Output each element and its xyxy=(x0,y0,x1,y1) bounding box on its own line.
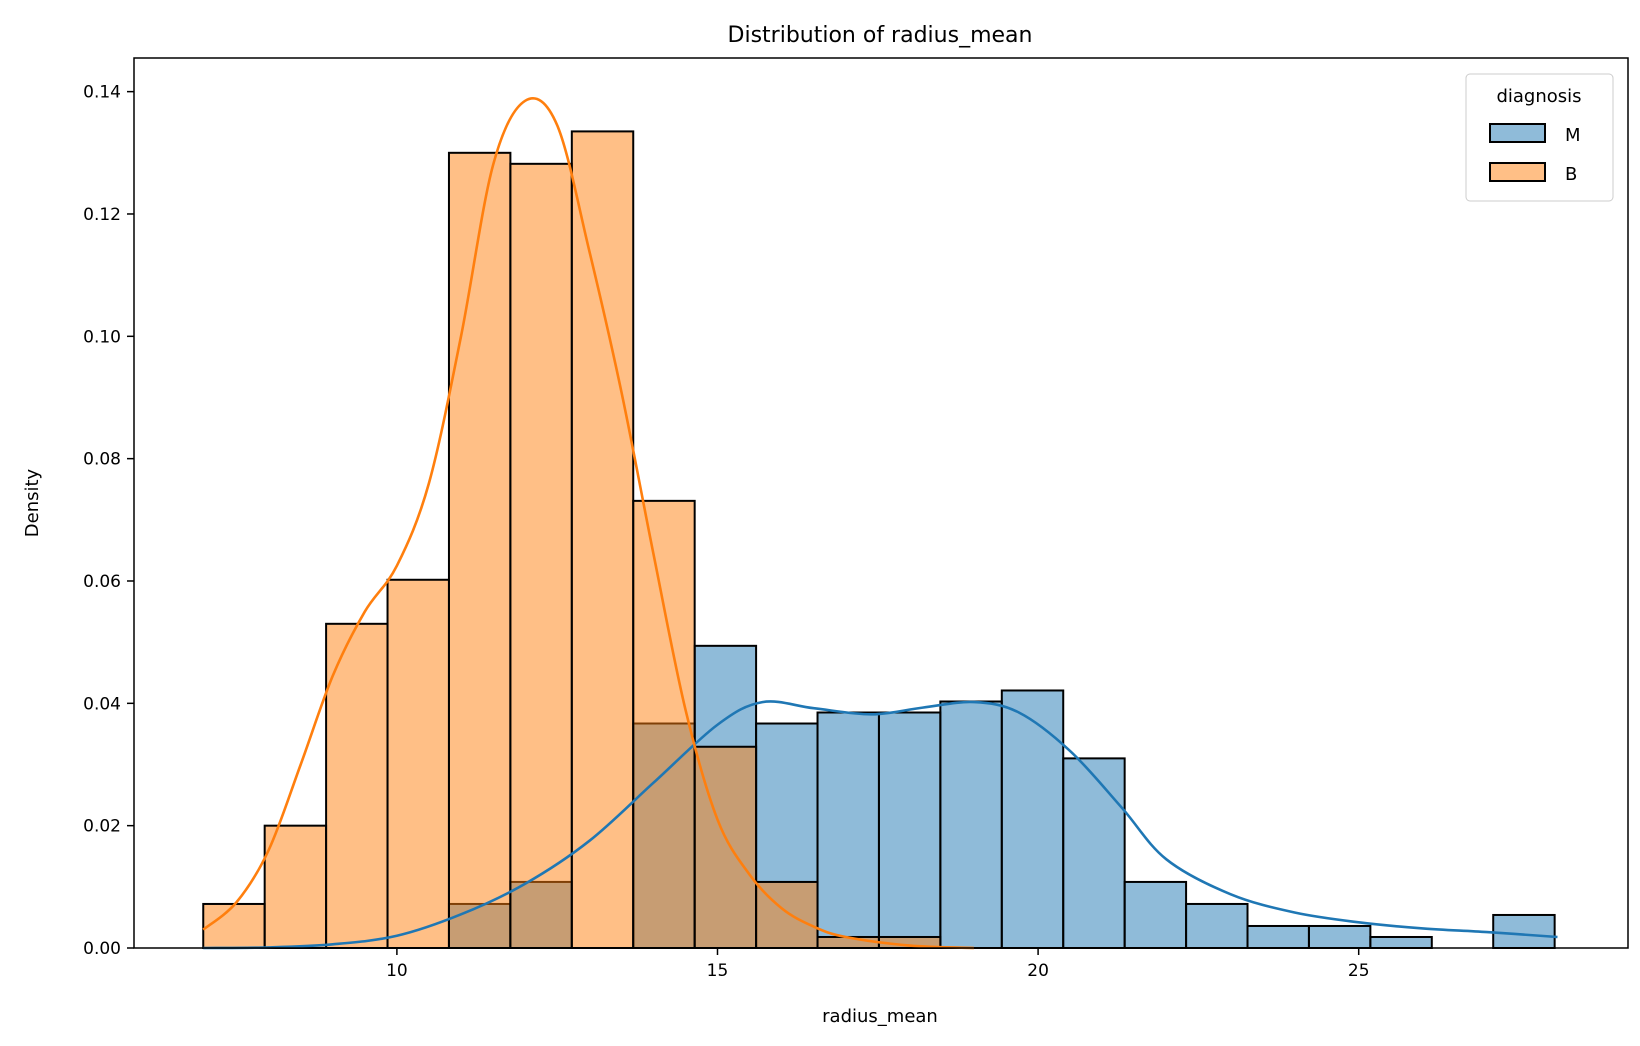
y-tick-label-6: 0.12 xyxy=(83,205,121,225)
bar-b-4 xyxy=(447,151,512,950)
y-tick-label-7: 0.14 xyxy=(83,83,121,103)
axes-frame xyxy=(133,57,1629,949)
kde-line-b xyxy=(202,97,975,950)
bar-b-0 xyxy=(202,902,266,949)
bar-m-10 xyxy=(816,711,880,949)
y-axis-label: Density xyxy=(22,468,43,537)
legend-swatch-b xyxy=(1489,162,1546,182)
kde-line-m xyxy=(203,700,1558,950)
bar-m-13 xyxy=(1000,689,1065,949)
x-tick-label-25: 25 xyxy=(1348,961,1370,981)
legend: diagnosis M B xyxy=(1465,73,1614,202)
x-axis-label: radius_mean xyxy=(822,1006,938,1027)
bar-b-1 xyxy=(263,824,328,949)
bar-m-19 xyxy=(1369,935,1433,949)
legend-label-b: B xyxy=(1565,164,1577,185)
bar-b-3 xyxy=(386,578,450,949)
chart-title: Distribution of radius_mean xyxy=(728,23,1033,48)
bar-b-2 xyxy=(325,622,389,949)
bar-m-11 xyxy=(877,711,942,949)
bar-m-18 xyxy=(1307,924,1372,949)
bar-m-16 xyxy=(1185,902,1249,949)
bar-m-21 xyxy=(1492,913,1556,949)
legend-swatch-m xyxy=(1489,123,1546,143)
plot-area: 10 15 20 25 0.00 0.02 0.04 0.06 0.08 0.10 0.12 0.14 xyxy=(83,57,1629,981)
y-tick-label-2: 0.04 xyxy=(83,694,121,714)
bar-b-6 xyxy=(570,130,635,950)
y-tick-label-3: 0.06 xyxy=(83,572,121,592)
bar-b-7 xyxy=(632,499,696,949)
x-tick-label-10: 10 xyxy=(386,961,408,981)
y-tick-label-4: 0.08 xyxy=(83,450,121,470)
x-tick-label-20: 20 xyxy=(1027,961,1049,981)
bar-m-17 xyxy=(1246,924,1310,949)
bar-b-5 xyxy=(509,162,573,950)
legend-label-m: M xyxy=(1565,125,1581,146)
bar-m-14 xyxy=(1062,757,1126,949)
bar-m-12 xyxy=(939,700,1003,949)
y-tick-label-5: 0.10 xyxy=(83,327,121,347)
bar-m-15 xyxy=(1123,880,1188,950)
y-tick-label-0: 0.00 xyxy=(83,939,121,959)
x-tick-label-15: 15 xyxy=(707,961,729,981)
legend-title: diagnosis xyxy=(1496,86,1581,107)
y-tick-label-1: 0.02 xyxy=(83,817,121,837)
